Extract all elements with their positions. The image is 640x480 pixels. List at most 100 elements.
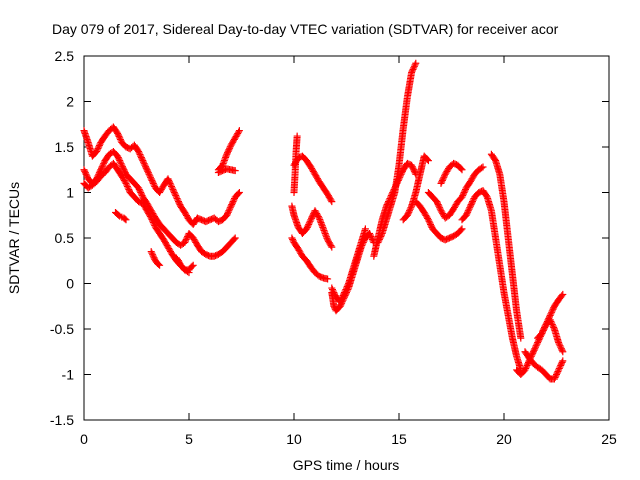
- data-point: [441, 172, 448, 180]
- data-point: [148, 215, 156, 223]
- data-point: [559, 357, 567, 365]
- data-point: [156, 261, 164, 269]
- data-point: [225, 146, 233, 154]
- data-point: [405, 208, 413, 216]
- data-point: [553, 371, 560, 378]
- data-point: [172, 192, 180, 200]
- data-point: [224, 210, 231, 218]
- data-point: [144, 169, 152, 177]
- data-point: [98, 164, 105, 172]
- data-point: [344, 281, 352, 289]
- data-point: [135, 148, 143, 156]
- data-point: [466, 204, 474, 212]
- x-tick-label: 25: [601, 431, 617, 447]
- data-point: [137, 190, 145, 198]
- data-point: [114, 131, 122, 139]
- data-point: [95, 141, 103, 149]
- data-point: [337, 296, 345, 304]
- data-point: [80, 166, 88, 174]
- data-point: [122, 216, 130, 224]
- data-point: [521, 366, 529, 374]
- data-point: [118, 161, 126, 169]
- data-point: [439, 175, 447, 183]
- y-tick-label: 0.5: [55, 230, 75, 246]
- data-point: [115, 155, 123, 163]
- data-point: [183, 234, 191, 242]
- data-point: [314, 213, 322, 221]
- data-point: [174, 196, 182, 204]
- data-point: [407, 204, 415, 212]
- data-point: [149, 217, 157, 225]
- data-point: [436, 204, 444, 212]
- data-point: [374, 239, 382, 247]
- data-point: [378, 231, 385, 239]
- data-point: [120, 166, 128, 174]
- data-point: [557, 345, 565, 353]
- x-axis: 0 5 10 15 20 25: [80, 56, 617, 447]
- data-point: [114, 152, 122, 160]
- data-point: [230, 196, 238, 204]
- data-point: [555, 340, 563, 348]
- data-point: [81, 169, 89, 177]
- data-point: [330, 302, 338, 310]
- data-point: [557, 360, 565, 368]
- data-point: [549, 305, 557, 313]
- data-point: [123, 182, 131, 190]
- data-point: [425, 217, 433, 225]
- data-point: [403, 211, 411, 219]
- data-point: [135, 149, 143, 157]
- data-point: [289, 236, 297, 244]
- data-point: [168, 184, 176, 192]
- data-point: [367, 232, 375, 240]
- data-point: [305, 220, 313, 228]
- trace-7: [214, 127, 243, 174]
- data-point: [324, 275, 332, 283]
- data-point: [121, 167, 129, 175]
- data-point: [458, 166, 466, 174]
- data-point: [410, 167, 418, 175]
- trace-17: [399, 152, 432, 224]
- data-point: [375, 237, 383, 245]
- data-point: [170, 187, 178, 195]
- data-point: [404, 210, 412, 218]
- data-point: [329, 286, 336, 294]
- data-point: [94, 145, 102, 153]
- trace-21: [458, 187, 525, 374]
- data-point: [119, 163, 126, 171]
- data-point: [438, 176, 446, 184]
- data-point: [533, 340, 541, 348]
- data-point: [458, 225, 466, 233]
- trace-1: [80, 123, 243, 228]
- data-point: [469, 196, 477, 204]
- data-point: [556, 342, 564, 350]
- data-point: [171, 190, 179, 198]
- x-tick-label: 15: [391, 431, 407, 447]
- data-point: [147, 214, 155, 222]
- data-point: [464, 208, 472, 216]
- data-point: [552, 372, 560, 380]
- y-tick-label: -1.5: [50, 412, 74, 428]
- trace-15: [370, 159, 420, 260]
- trace-3: [80, 159, 193, 277]
- data-point: [167, 181, 175, 189]
- data-point: [182, 237, 189, 245]
- data-point: [408, 163, 416, 171]
- data-point: [329, 287, 337, 295]
- data-point: [361, 225, 369, 233]
- data-point: [548, 320, 556, 328]
- data-point: [330, 289, 338, 297]
- data-point: [340, 290, 348, 298]
- data-point: [408, 67, 416, 75]
- y-tick-label: 0: [66, 276, 74, 292]
- data-point: [559, 290, 567, 298]
- data-point: [327, 196, 335, 204]
- data-point: [168, 182, 175, 190]
- data-point: [116, 158, 124, 166]
- data-point: [434, 201, 442, 209]
- data-point: [124, 184, 132, 192]
- data-point: [149, 251, 157, 259]
- y-tick-label: 1: [66, 185, 74, 201]
- data-point: [223, 211, 231, 219]
- data-point: [135, 185, 143, 193]
- data-point: [115, 132, 123, 140]
